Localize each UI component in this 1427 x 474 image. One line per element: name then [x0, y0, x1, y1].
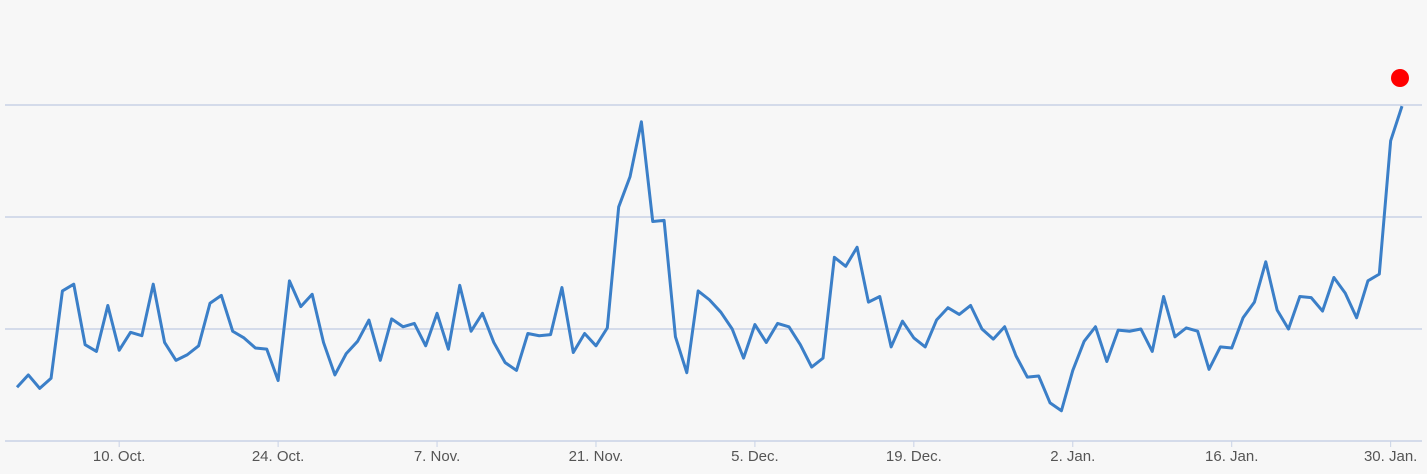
x-tick-label: 30. Jan.: [1364, 448, 1417, 465]
x-tick-label: 24. Oct.: [252, 448, 305, 465]
x-tick-label: 2. Jan.: [1050, 448, 1095, 465]
x-tick-label: 19. Dec.: [886, 448, 942, 465]
alert-dot: [1391, 69, 1409, 87]
data-line: [15, 105, 1404, 413]
x-tick-label: 21. Nov.: [569, 448, 624, 465]
x-tick-label: 5. Dec.: [731, 448, 779, 465]
x-tick-label: 7. Nov.: [414, 448, 460, 465]
x-tick-label: 10. Oct.: [93, 448, 146, 465]
x-tick-label: 16. Jan.: [1205, 448, 1258, 465]
